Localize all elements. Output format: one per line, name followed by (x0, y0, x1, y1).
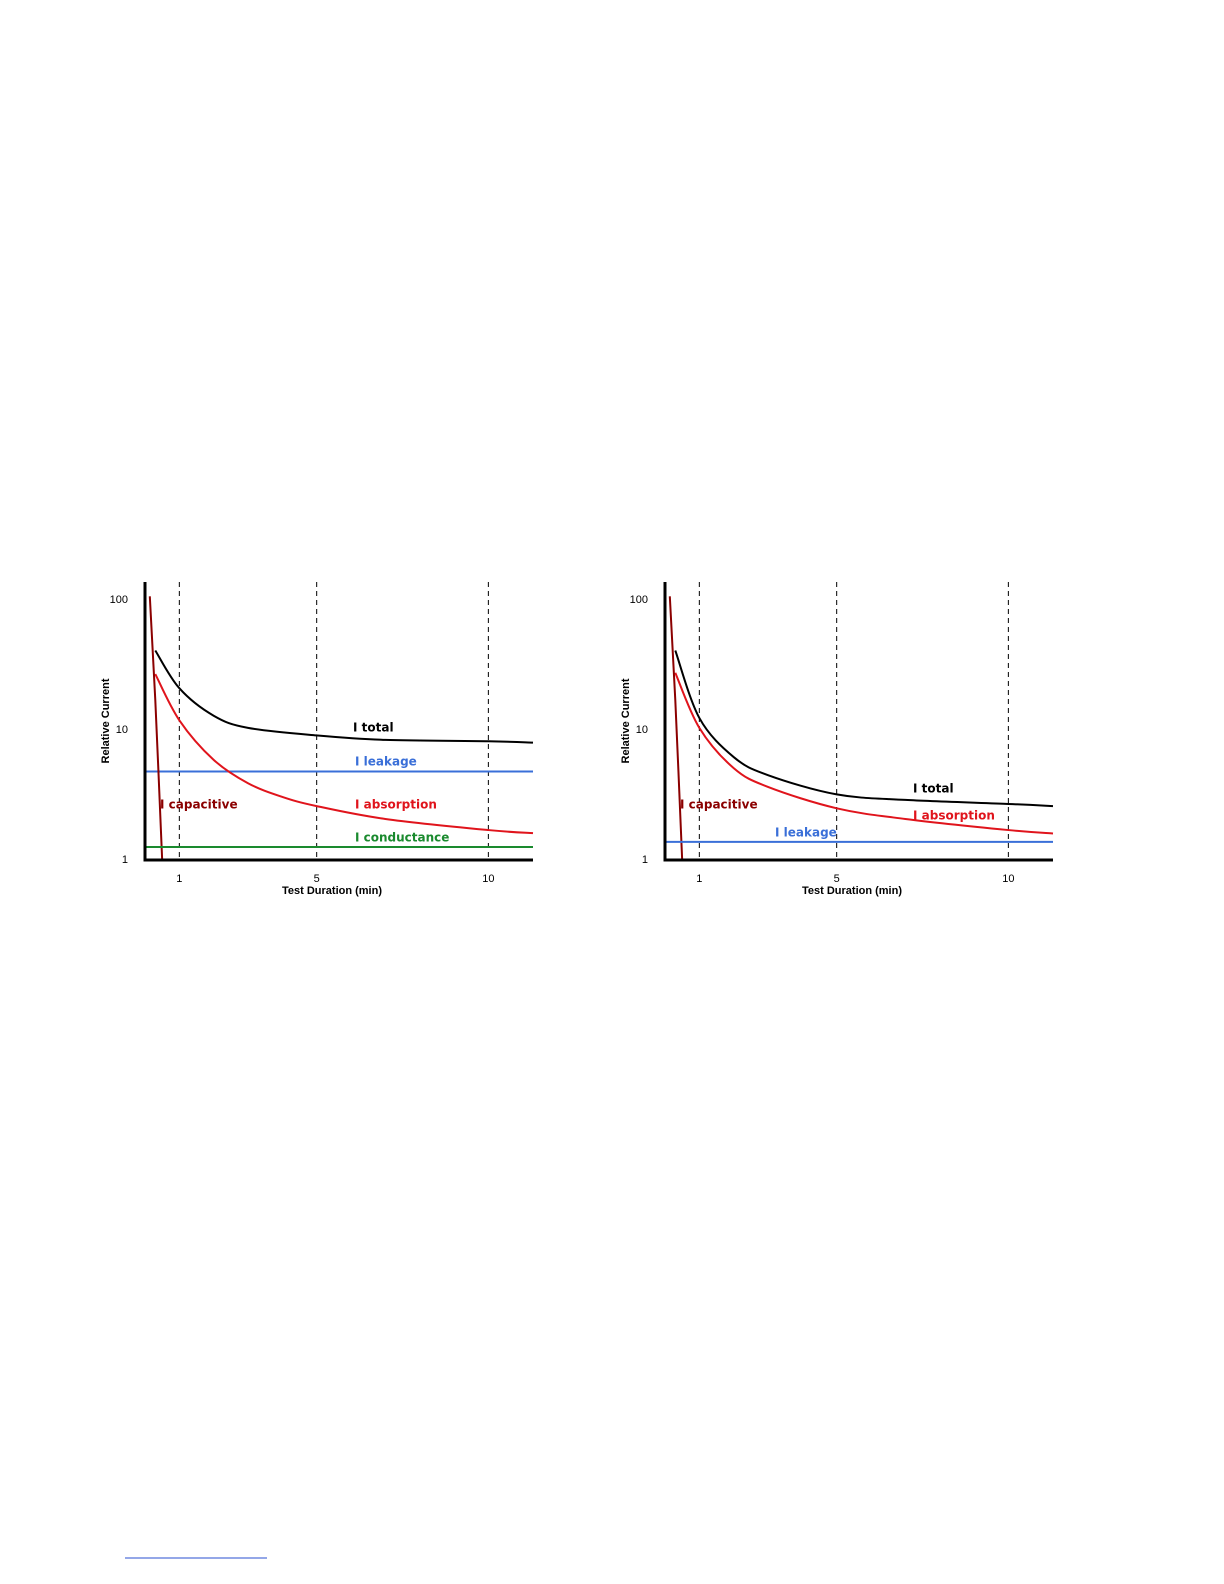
y-axis-title: Relative Current (100, 678, 112, 763)
y-tick-label: 1 (122, 854, 128, 866)
series-label: I total (353, 721, 394, 735)
series-line (154, 649, 534, 744)
series-label: I conductance (355, 831, 449, 845)
series-line (674, 650, 1054, 808)
y-tick-label: 10 (116, 724, 128, 736)
y-tick-label: 10 (636, 724, 648, 736)
x-tick-label: 10 (482, 873, 494, 885)
x-axis-title: Test Duration (min) (282, 885, 382, 897)
x-tick-label: 1 (176, 873, 182, 885)
y-tick-label: 1 (642, 854, 648, 866)
x-tick-label: 10 (1002, 873, 1014, 885)
series-label: I leakage (355, 755, 417, 769)
x-axis-title: Test Duration (min) (802, 885, 902, 897)
series-label: I capacitive (680, 798, 758, 812)
y-axis-title: Relative Current (620, 678, 632, 763)
series-label: I absorption (355, 798, 437, 812)
series-line (674, 672, 1054, 835)
y-tick-label: 100 (630, 594, 648, 606)
y-tick-label: 100 (110, 594, 128, 606)
x-tick-label: 5 (314, 873, 320, 885)
series-label: I leakage (775, 826, 837, 840)
x-tick-label: 5 (834, 873, 840, 885)
series-line (668, 596, 684, 861)
series-line (148, 596, 164, 861)
series-line (154, 673, 534, 835)
series-label: I total (913, 782, 954, 796)
x-tick-label: 1 (696, 873, 702, 885)
series-label: I capacitive (160, 798, 238, 812)
series-label: I absorption (913, 809, 995, 823)
